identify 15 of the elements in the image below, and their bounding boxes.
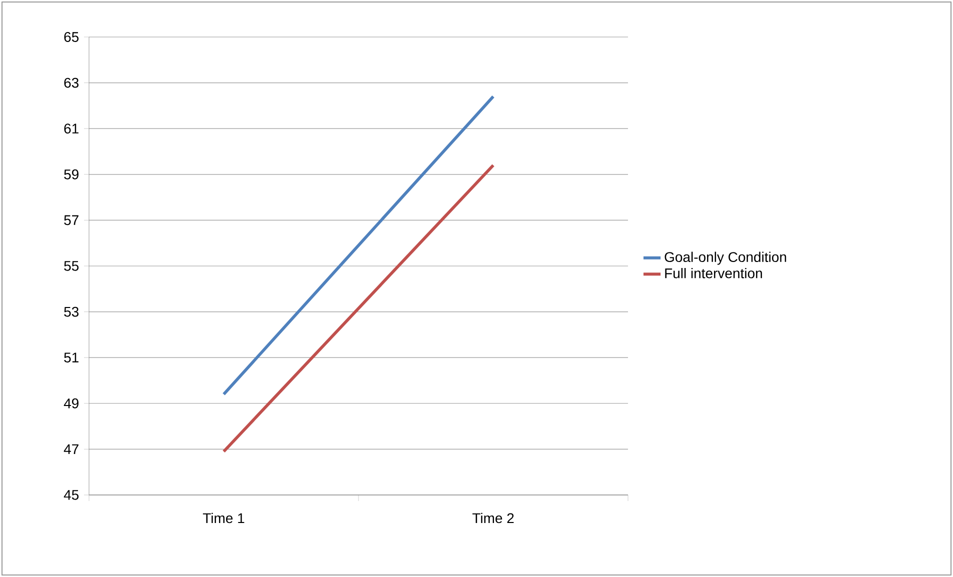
y-tick-label: 65 (64, 32, 79, 42)
y-tick-label: 61 (64, 124, 78, 134)
y-tick-label: 53 (64, 306, 79, 317)
legend-label: Goal-only Condition (664, 252, 786, 265)
x-tick-label: Time 2 (472, 512, 514, 524)
y-tick-label: 59 (64, 169, 78, 180)
y-tick-label: 63 (64, 78, 79, 88)
legend-label: Full intervention (665, 268, 762, 278)
y-tick-label: 47 (64, 444, 78, 454)
x-tick-label: Time 1 (202, 512, 244, 524)
y-tick-label: 51 (64, 352, 78, 362)
y-tick-label: 55 (64, 261, 79, 271)
y-tick-label: 49 (64, 398, 78, 408)
y-tick-label: 45 (64, 490, 79, 500)
y-tick-label: 57 (64, 215, 78, 226)
